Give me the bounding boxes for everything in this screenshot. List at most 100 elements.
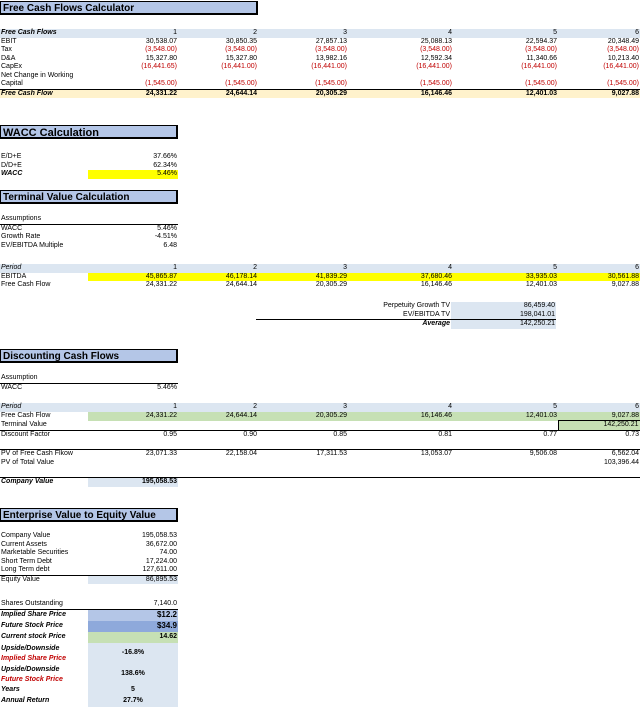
- cell: 24,644.14: [178, 411, 258, 421]
- cell: (3,548.00): [225, 46, 257, 53]
- cell: (16,441.00): [521, 63, 557, 70]
- fcf-period: 3: [258, 29, 348, 38]
- dcf-discount-row: Discount Factor 0.95 0.90 0.85 0.81 0.77…: [0, 430, 640, 439]
- cell: 9,027.88: [611, 281, 639, 288]
- cell: (16,441.00): [603, 63, 639, 70]
- row-label: Capital: [1, 80, 23, 87]
- cell: 6: [558, 264, 640, 273]
- ev-row: Company Value 195,058.53: [0, 532, 178, 541]
- cell: (3,548.00): [420, 46, 452, 53]
- ev-row: Marketable Securities 74.00: [0, 549, 178, 558]
- fcf-section-title: Free Cash Flows Calculator: [0, 1, 258, 15]
- cell: 20,348.49: [607, 37, 639, 45]
- cell: 0.85: [333, 430, 347, 438]
- cell: 198,041.01: [451, 310, 556, 320]
- tv-summary-row: Perpetuity Growth TV 86,459.40: [256, 302, 640, 311]
- cell: (1,545.00): [420, 80, 452, 87]
- cell: 86,895.53: [88, 575, 178, 584]
- cell: 10,213.40: [607, 54, 639, 62]
- fcf-table: Free Cash Flows 1 2 3 4 5 6 EBIT 30,538.…: [0, 29, 640, 98]
- ev-annual-row: Annual Return 27.7%: [0, 695, 178, 707]
- tv-summary-table: Perpetuity Growth TV 86,459.40 EV/EBITDA…: [256, 302, 640, 329]
- dcf-company-row: Company Value 195,058.53: [0, 477, 640, 487]
- fcf-row-tax: Tax (3,548.00) (3,548.00) (3,548.00) (3,…: [0, 46, 640, 55]
- row-label: Annual Return: [1, 696, 50, 704]
- cell: 17,224.00: [145, 557, 177, 565]
- cell: 20,305.29: [258, 88, 348, 98]
- cell: 0.90: [243, 430, 257, 438]
- row-label: D/D+E: [1, 161, 22, 169]
- cell: 9,027.88: [558, 88, 640, 98]
- cell: 74.00: [159, 549, 177, 556]
- ev-row: Long Term debt 127,611.00: [0, 566, 178, 576]
- cell: 1: [88, 403, 178, 412]
- ev-row: Short Term Debt 17,224.00: [0, 558, 178, 567]
- cell: 195,058.53: [88, 477, 178, 487]
- fcf-header-label: Free Cash Flows: [0, 29, 88, 38]
- updown-label: Upside/Downside: [1, 644, 60, 652]
- row-label: Upside/Downside Implied Share Price: [0, 643, 88, 664]
- cell: 24,331.22: [88, 88, 178, 98]
- cell: 142,250.21: [557, 420, 640, 431]
- cell: 13,053.07: [420, 450, 452, 457]
- cell: 12,592.34: [420, 54, 452, 62]
- dcf-section-title: Discounting Cash Flows: [0, 349, 178, 363]
- row-label: Long Term debt: [0, 566, 88, 576]
- dcf-table: Period 1 2 3 4 5 6 Free Cash Flow 24,331…: [0, 403, 640, 487]
- cell: 127,611.00: [88, 566, 178, 576]
- cell: 5.46%: [88, 170, 178, 179]
- cell: 25,088.13: [420, 37, 452, 45]
- wacc-table: E/D+E 37.66% D/D+E 62.34% WACC 5.46%: [0, 153, 178, 179]
- row-label: Current stock Price: [1, 632, 66, 640]
- cell: 6: [558, 403, 640, 412]
- cell: 9,506.08: [529, 450, 557, 457]
- tv-section-title: Terminal Value Calculation: [0, 190, 178, 204]
- cell: 5: [88, 684, 178, 696]
- cell: 12,401.03: [453, 411, 558, 421]
- ev-equity-row: Equity Value 86,895.53: [0, 575, 178, 584]
- fcf-period: 1: [88, 29, 178, 38]
- row-label: PV of Total Value: [1, 458, 55, 466]
- row-label: Tax: [1, 46, 12, 53]
- cell: 12,401.03: [525, 281, 557, 288]
- row-label: Perpetuity Growth TV: [383, 302, 450, 309]
- cell: 4: [348, 403, 453, 412]
- row-label: D&A: [1, 54, 16, 62]
- row-label: EV/EBITDA TV: [346, 310, 451, 320]
- cell: (1,545.00): [145, 80, 177, 87]
- cell: (16,441.00): [416, 63, 452, 70]
- dcf-assumption-label-row: Assumption: [0, 374, 178, 384]
- tv-assumption: Growth Rate -4.51%: [0, 233, 178, 242]
- cell: 16,146.46: [348, 88, 453, 98]
- cell: 45,865.87: [88, 272, 178, 281]
- cell: 24,644.14: [225, 281, 257, 288]
- fcf-row-capex: CapEx (16,441.65) (16,441.00) (16,441.00…: [0, 63, 640, 72]
- cell: 1: [88, 264, 178, 273]
- cell: 24,331.22: [145, 281, 177, 288]
- fcf-header-row: Free Cash Flows 1 2 3 4 5 6: [0, 29, 640, 38]
- wacc-row: E/D+E 37.66%: [0, 153, 178, 162]
- row-label: Current Assets: [1, 540, 47, 548]
- row-label: Marketable Securities: [1, 549, 69, 556]
- cell: 86,459.40: [451, 302, 556, 311]
- cell: 30,561.88: [558, 272, 640, 281]
- fcf-period: 2: [178, 29, 258, 38]
- ev-section-title: Enterprise Value to Equity Value: [0, 508, 178, 522]
- fcf-row-da: D&A 15,327.80 15,327.80 13,982.16 12,592…: [0, 55, 640, 64]
- cell: 41,839.29: [258, 272, 348, 281]
- cell: 15,327.80: [225, 54, 257, 62]
- tv-fcf-row: Free Cash Flow 24,331.22 24,644.14 20,30…: [0, 281, 640, 290]
- row-label: Average: [422, 320, 450, 327]
- ev-share-table: Shares Outstanding 7,140.0 Implied Share…: [0, 600, 178, 707]
- tv-summary-row: EV/EBITDA TV 198,041.01: [256, 310, 640, 320]
- row-label: EBIT: [1, 37, 17, 45]
- row-label: Implied Share Price: [1, 610, 66, 618]
- cell: 11,340.66: [526, 54, 557, 62]
- cell: 3: [258, 403, 348, 412]
- cell: 4: [348, 264, 453, 273]
- cell: 16,146.46: [420, 281, 452, 288]
- dcf-assumption-table: Assumption WACC 5.46%: [0, 374, 178, 392]
- cell: 36,672.00: [145, 540, 177, 548]
- cell: 16,146.46: [348, 411, 453, 421]
- fcf-period: 5: [453, 29, 558, 38]
